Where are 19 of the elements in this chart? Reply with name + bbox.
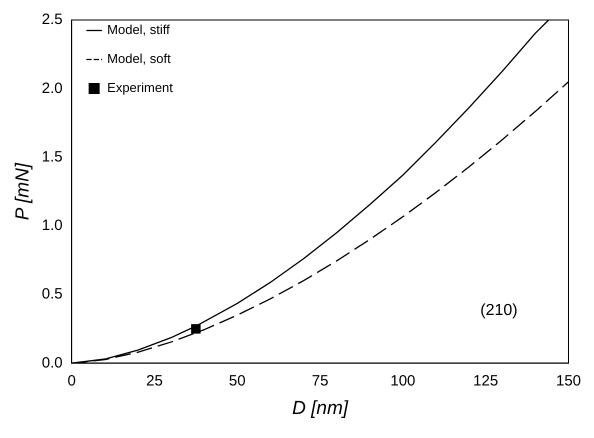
x-axis-title: D [nm]	[292, 398, 349, 419]
x-tick-label: 75	[312, 372, 328, 390]
legend-label: Model, soft	[107, 51, 172, 66]
y-tick-label: 0.5	[42, 286, 63, 303]
x-tick-label: 0	[67, 372, 76, 390]
y-tick-label: 2.5	[42, 11, 63, 28]
y-tick-label: 2.0	[42, 80, 63, 97]
x-tick-label: 100	[390, 372, 416, 390]
y-tick-label: 0.0	[42, 354, 63, 372]
x-tick-label: 25	[146, 372, 163, 390]
annotation: (210)	[480, 302, 518, 320]
x-tick-label: 150	[556, 372, 581, 390]
x-tick-label: 125	[473, 372, 498, 390]
legend-label: Experiment	[107, 80, 174, 96]
y-axis-title: P [mN]	[12, 162, 34, 220]
x-tick-label: 50	[228, 372, 246, 390]
y-tick-label: 1.0	[42, 217, 63, 234]
legend-label: Model, stiff	[107, 22, 170, 38]
y-tick-label: 1.5	[42, 148, 63, 166]
